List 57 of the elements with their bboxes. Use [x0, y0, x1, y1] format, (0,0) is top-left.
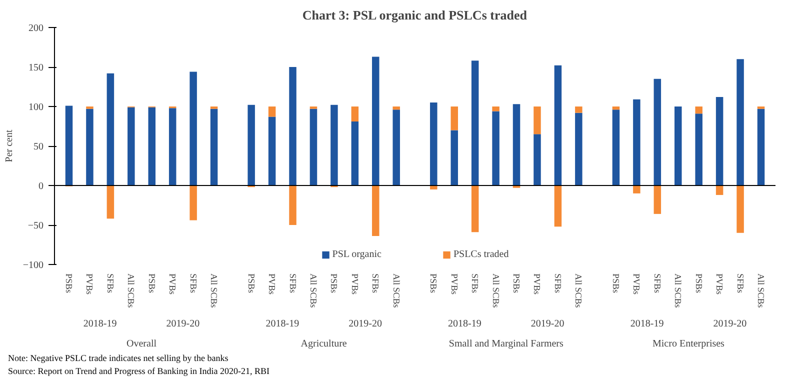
x-tick-label: PVBs — [267, 274, 278, 296]
x-tick-label: All SCBs — [490, 274, 501, 308]
text: Overall — [126, 338, 157, 350]
x-tick-label: SFBs — [188, 274, 198, 294]
x-tick-label: PSBs — [146, 274, 157, 294]
x-tick-label: PVBs — [532, 274, 542, 296]
x-tick-label: PSBs — [246, 274, 256, 294]
x-tick-label: PSBs — [329, 274, 340, 294]
text: 2019-20 — [348, 318, 382, 330]
x-tick-label: All SCBs — [391, 274, 402, 308]
x-tick-label: All SCBs — [209, 274, 220, 308]
text: 2019-20 — [166, 318, 200, 330]
text: Agriculture — [300, 338, 348, 350]
x-tick-label: All SCBs — [756, 274, 766, 308]
y-tick-label: 150 — [28, 62, 44, 74]
x-tick-label: SFBs — [552, 274, 563, 294]
x-tick-label: PSBs — [428, 274, 439, 294]
x-tick-label: SFBs — [370, 274, 381, 294]
x-tick-label: SFBs — [735, 274, 746, 294]
y-axis-title: Per cent — [4, 130, 15, 162]
y-tick-label: −50 — [28, 220, 44, 232]
x-tick-label: PVBs — [350, 274, 360, 296]
x-tick-label: SFBs — [470, 274, 480, 294]
x-tick-label: All SCBs — [308, 274, 318, 308]
x-tick-label: PVBs — [84, 274, 95, 296]
x-tick-label: PVBs — [449, 274, 460, 296]
x-tick-label: SFBs — [105, 274, 116, 294]
x-tick-label: SFBs — [652, 274, 662, 294]
x-tick-label: All SCBs — [126, 274, 136, 308]
text: 2018-19 — [448, 318, 482, 330]
y-tick-label: 100 — [28, 102, 44, 113]
legend-label: PSLCs traded — [453, 249, 509, 260]
x-tick-label: PSBs — [694, 274, 704, 294]
x-tick-label: PSBs — [610, 274, 621, 294]
x-tick-label: PSBs — [512, 274, 522, 294]
y-tick-label: 50 — [34, 142, 44, 152]
text: 2019-20 — [713, 318, 747, 330]
x-tick-label: PVBs — [714, 274, 725, 296]
x-tick-label: PSBs — [64, 274, 74, 294]
y-tick-label: 200 — [28, 23, 44, 34]
x-tick-label: SFBs — [288, 274, 298, 294]
y-tick-label: −100 — [22, 260, 44, 271]
text: 2018-19 — [630, 318, 664, 330]
x-tick-label: PVBs — [168, 274, 178, 296]
legend-label: PSL organic — [332, 249, 382, 260]
text: Small and Marginal Farmers — [448, 338, 564, 350]
text: 2018-19 — [83, 318, 117, 330]
chart-title: Chart 3: PSL organic and PSLCs traded — [302, 8, 528, 22]
text: 2019-20 — [530, 318, 564, 330]
text: Micro Enterprises — [652, 338, 725, 350]
x-tick-label: PVBs — [632, 274, 642, 296]
x-tick-label: All SCBs — [673, 274, 684, 308]
x-tick-label: All SCBs — [574, 274, 584, 308]
text: Note: Negative PSLC trade indicates net selling by the banks — [8, 352, 228, 364]
text: 2018-19 — [266, 318, 300, 330]
y-tick-label: 0 — [38, 181, 44, 192]
source-note: Source: Report on Trend and Progress of Banking in India 2020-21, RBI — [8, 365, 270, 377]
